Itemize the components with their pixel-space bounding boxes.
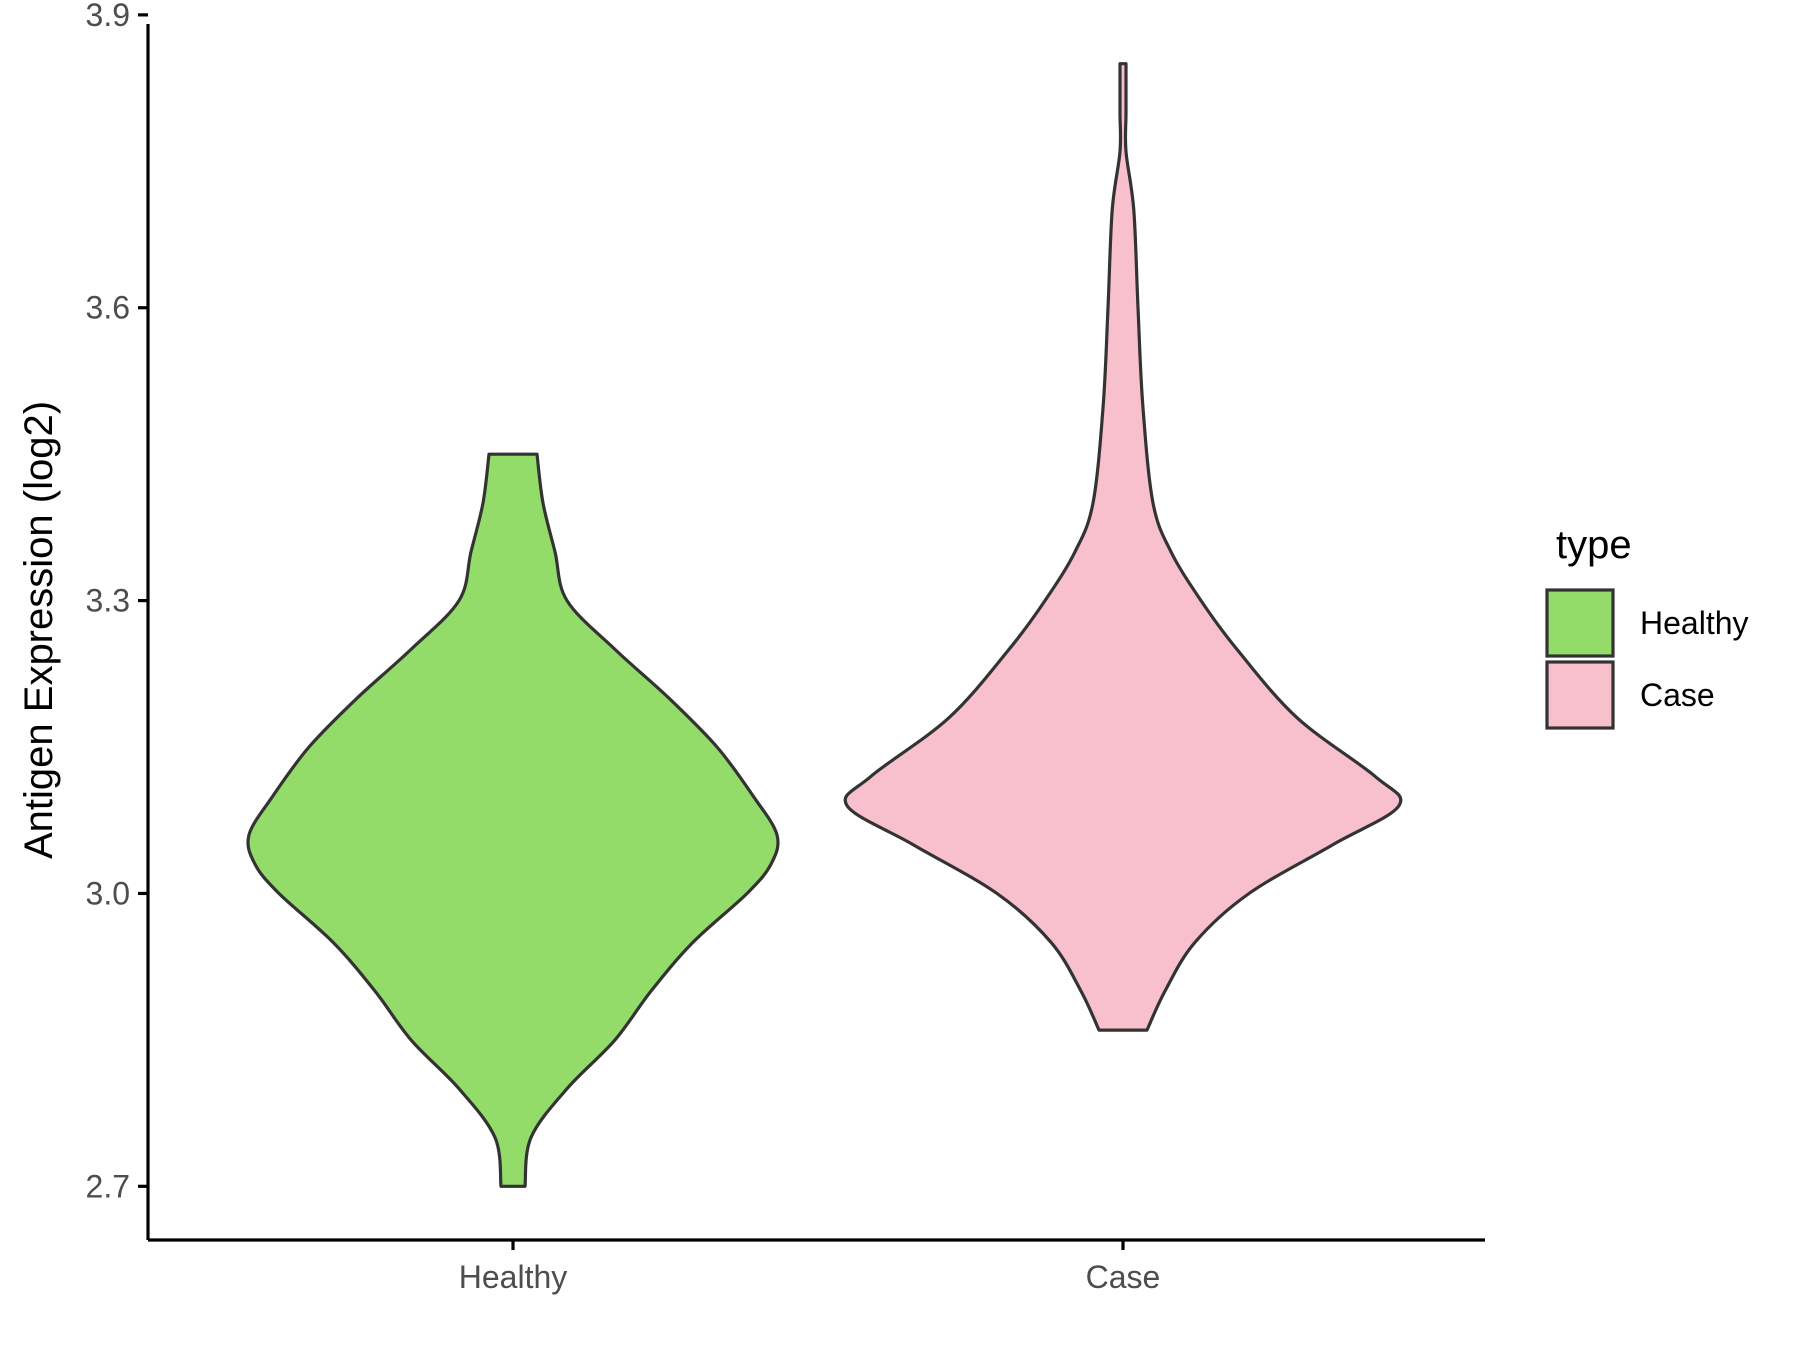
violins xyxy=(246,62,1403,1188)
violin-case xyxy=(843,62,1403,1032)
legend: type Healthy Case xyxy=(1545,523,1749,730)
legend-label-healthy: Healthy xyxy=(1640,605,1749,641)
legend-key-case xyxy=(1545,660,1615,730)
x-tick-label: Healthy xyxy=(459,1259,568,1295)
y-tick-label: 3.0 xyxy=(86,875,130,911)
legend-key-healthy xyxy=(1545,588,1615,658)
y-axis: 2.7 3.0 3.3 3.6 3.9 xyxy=(86,0,150,1240)
legend-title: type xyxy=(1556,523,1632,567)
y-axis-title: Antigen Expression (log2) xyxy=(17,401,61,859)
violin-healthy xyxy=(246,452,780,1188)
y-tick-label: 3.3 xyxy=(86,583,130,619)
y-tick-label: 3.9 xyxy=(86,0,130,33)
legend-label-case: Case xyxy=(1640,677,1715,713)
y-tick-label: 2.7 xyxy=(86,1168,130,1204)
x-axis: Healthy Case xyxy=(148,1238,1485,1295)
x-tick-label: Case xyxy=(1086,1259,1161,1295)
y-tick-label: 3.6 xyxy=(86,290,130,326)
